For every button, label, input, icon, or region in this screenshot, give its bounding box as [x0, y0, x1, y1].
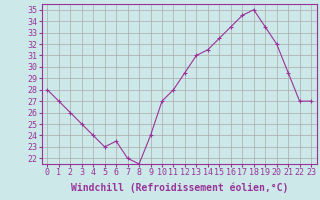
X-axis label: Windchill (Refroidissement éolien,°C): Windchill (Refroidissement éolien,°C): [70, 183, 288, 193]
